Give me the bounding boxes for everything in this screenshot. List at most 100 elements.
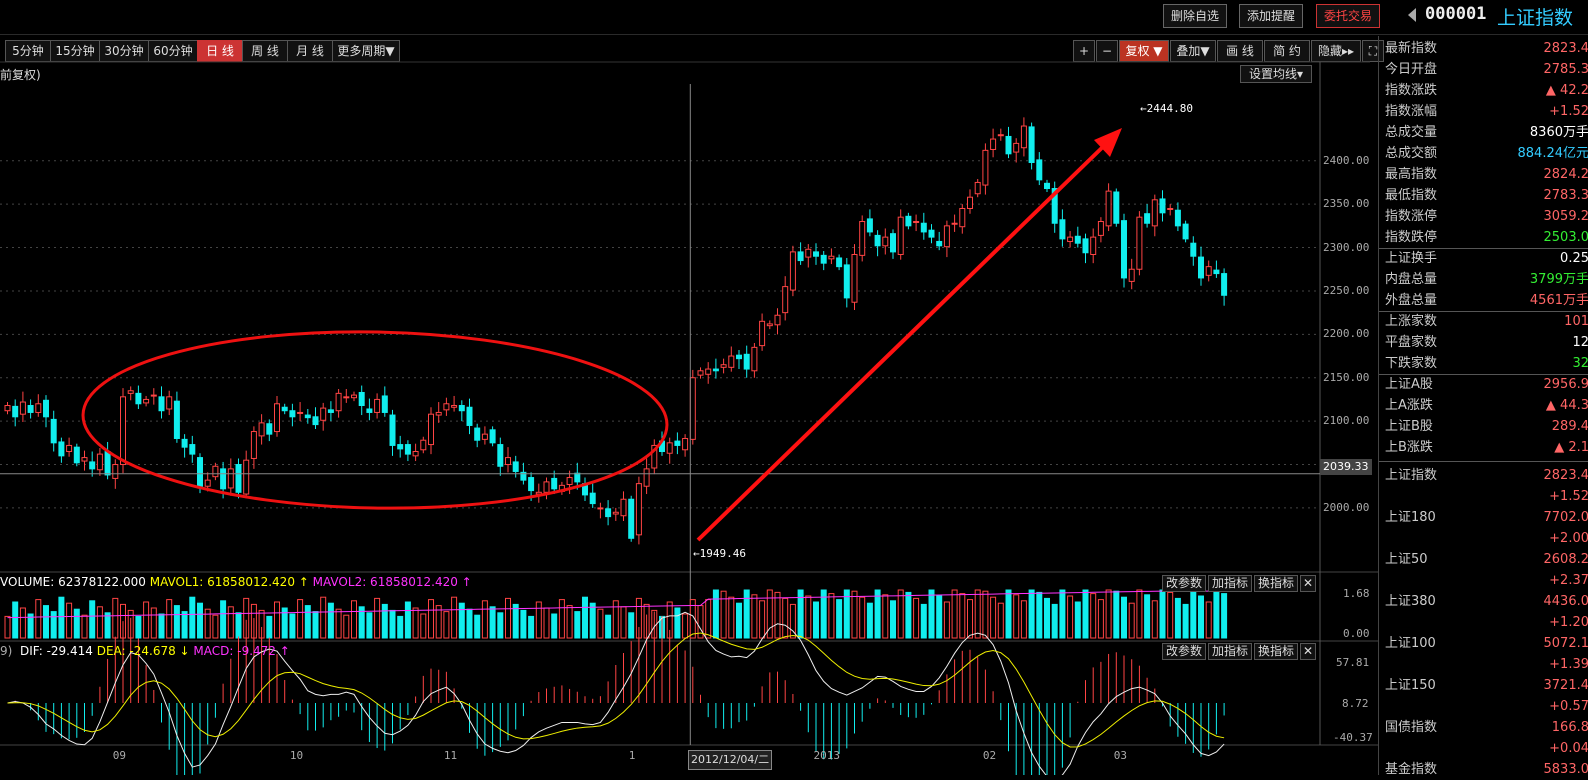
candle-body [136, 393, 141, 403]
zoom-out-button[interactable]: − [1096, 40, 1118, 62]
macd-params-button[interactable]: 改参数 [1162, 643, 1206, 660]
candle-body [313, 417, 318, 425]
index-value: 5833.0 [1544, 759, 1588, 780]
quote-label: 指数涨幅 [1385, 101, 1437, 122]
prev-stock-icon[interactable] [1408, 8, 1416, 22]
candle-body [883, 237, 888, 246]
period-60min-tab[interactable]: 60分钟 [148, 40, 198, 62]
hide-button[interactable]: 隐藏▸▸ [1311, 40, 1361, 62]
date-tick: 03 [1114, 749, 1127, 762]
period-30min-tab[interactable]: 30分钟 [99, 40, 149, 62]
volume-bar [1045, 598, 1050, 638]
volume-close-icon[interactable]: ✕ [1300, 575, 1316, 592]
volume-bar [660, 616, 665, 638]
volume-bar [552, 614, 557, 638]
trade-button[interactable]: 委托交易 [1316, 4, 1380, 28]
macd-axis-top: 57.81 [1336, 656, 1369, 669]
candle-body [891, 234, 896, 252]
period-more-tab[interactable]: 更多周期▼ [332, 40, 400, 62]
candle-body [82, 458, 87, 461]
adjust-rights-button[interactable]: 复权 ▼ [1119, 40, 1169, 62]
candle-body [1222, 274, 1227, 296]
volume-bar [844, 590, 849, 638]
quote-value: 884.24亿元 [1518, 143, 1588, 164]
macd-close-icon[interactable]: ✕ [1300, 643, 1316, 660]
simple-mode-button[interactable]: 简 约 [1264, 40, 1310, 62]
candle-body [282, 407, 287, 410]
overlay-button[interactable]: 叠加▼ [1170, 40, 1216, 62]
volume-bar [1160, 590, 1165, 638]
period-weekly-tab[interactable]: 周 线 [242, 40, 288, 62]
volume-bar [413, 608, 418, 638]
candle-body [667, 443, 672, 453]
candle-body [259, 423, 264, 436]
volume-params-button[interactable]: 改参数 [1162, 575, 1206, 592]
index-name: 国债指数 [1385, 717, 1437, 738]
volume-bar [375, 598, 380, 638]
volume-bar [313, 612, 318, 638]
macd-axis-bottom: -40.37 [1333, 731, 1373, 744]
candle-body [1075, 236, 1080, 243]
quote-label: 最低指数 [1385, 185, 1437, 206]
add-alert-button[interactable]: 添加提醒 [1239, 4, 1303, 28]
volume-bar [136, 616, 141, 638]
zoom-in-button[interactable]: + [1073, 40, 1095, 62]
adjust-label: 前复权) [0, 66, 41, 83]
quote-row: 指数涨幅+1.52 [1379, 101, 1588, 122]
mavol-line [8, 591, 1225, 618]
volume-bar [921, 604, 926, 638]
draw-line-button[interactable]: 画 线 [1217, 40, 1263, 62]
candle-body [167, 397, 172, 409]
candle-body [1168, 208, 1173, 209]
high-annotation: ←2444.80 [1140, 102, 1193, 115]
volume-swap-indicator-button[interactable]: 换指标 [1254, 575, 1298, 592]
volume-bar [521, 610, 526, 638]
volume-bar [144, 602, 149, 638]
candle-body [328, 410, 333, 413]
volume-bar [998, 603, 1003, 638]
candle-body [336, 393, 341, 410]
mavol2-value: MAVOL2: 61858012.420 [313, 575, 458, 589]
volume-bar [359, 607, 364, 638]
candle-body [413, 452, 418, 456]
top-bar: 删除自选 添加提醒 委托交易 000001 上证指数 [0, 0, 1588, 35]
delete-watchlist-button[interactable]: 删除自选 [1163, 4, 1227, 28]
quote-value: 3799万手 [1530, 269, 1588, 290]
candle-body [660, 441, 665, 451]
candle-body [236, 465, 241, 493]
quote-label: 下跌家数 [1385, 353, 1437, 374]
set-ma-button[interactable]: 设置均线▾ [1240, 65, 1312, 83]
volume-bar [975, 590, 980, 638]
volume-bar [1091, 594, 1096, 638]
dif-value: DIF: -29.414 [20, 644, 93, 658]
quote-value: 2783.3 [1544, 185, 1588, 206]
candle-body [1137, 217, 1142, 269]
candle-body [737, 355, 742, 358]
macd-add-indicator-button[interactable]: 加指标 [1208, 643, 1252, 660]
volume-bar [1145, 595, 1150, 638]
index-value: 2823.4 [1544, 465, 1588, 486]
candle-body [1029, 127, 1034, 163]
period-monthly-tab[interactable]: 月 线 [287, 40, 333, 62]
period-15min-tab[interactable]: 15分钟 [50, 40, 100, 62]
volume-bar [598, 609, 603, 638]
price-tick: 2300.00 [1323, 241, 1369, 254]
volume-add-indicator-button[interactable]: 加指标 [1208, 575, 1252, 592]
macd-swap-indicator-button[interactable]: 换指标 [1254, 643, 1298, 660]
period-5min-tab[interactable]: 5分钟 [5, 40, 51, 62]
period-daily-tab[interactable]: 日 线 [197, 40, 243, 62]
candle-body [20, 402, 25, 414]
candle-body [1145, 214, 1150, 224]
